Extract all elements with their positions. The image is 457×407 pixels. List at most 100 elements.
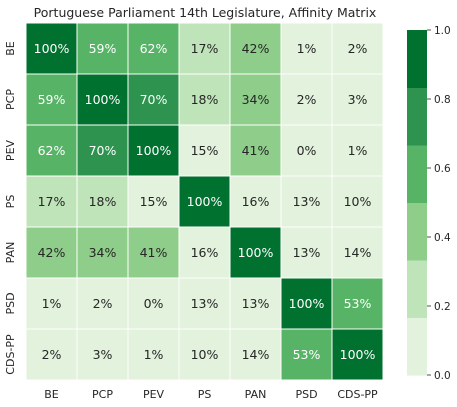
colorbar-tick-label: 1.0 (434, 25, 451, 37)
heatmap-cell (280, 22, 333, 75)
heatmap-cell (76, 124, 129, 177)
y-tick-label: PAN (4, 242, 17, 264)
heatmap-cell (178, 328, 231, 381)
colorbar: 0.0 0.2 0.4 0.6 0.8 1.0 (407, 25, 451, 382)
heatmap-cell (76, 22, 129, 75)
cell-value-label: 0% (297, 143, 317, 158)
cell-value-label: 100% (187, 194, 223, 209)
x-tick-label: PSD (295, 388, 317, 401)
colorbar-tick-label: 0.4 (434, 232, 451, 244)
y-tick-label: CDS-PP (4, 334, 17, 375)
colorbar-segment (407, 317, 427, 376)
heatmap-cell (280, 175, 333, 228)
x-tick-label: PEV (143, 388, 165, 401)
cell-value-label: 70% (140, 92, 168, 107)
heatmap-cell (331, 175, 384, 228)
heatmap-cell (76, 277, 129, 330)
cell-value-label: 13% (293, 245, 321, 260)
cell-value-label: 41% (140, 245, 168, 260)
chart-title: Portuguese Parliament 14th Legislature, … (34, 5, 377, 20)
heatmap-cell (76, 175, 129, 228)
cell-value-label: 14% (242, 347, 270, 362)
x-tick-label: PCP (92, 388, 113, 401)
y-axis-tick-labels: BE PCP PEV PS PAN PSD CDS-PP (4, 41, 17, 374)
cell-value-label: 17% (191, 41, 219, 56)
cell-value-label: 3% (93, 347, 113, 362)
cell-value-label: 2% (42, 347, 62, 362)
heatmap-cell (127, 22, 180, 75)
cell-value-label: 41% (242, 143, 270, 158)
x-tick-label: CDS-PP (337, 388, 378, 401)
colorbar-segment (407, 202, 427, 261)
cell-value-label: 34% (242, 92, 270, 107)
cell-value-label: 15% (140, 194, 168, 209)
heatmap-cell (127, 328, 180, 381)
heatmap-cell (127, 73, 180, 126)
cell-value-label: 100% (289, 296, 325, 311)
colorbar-tick-label: 0.6 (434, 163, 451, 175)
cell-value-label: 1% (42, 296, 62, 311)
colorbar-tick-label: 0.0 (434, 370, 451, 382)
heatmap-cell (25, 328, 78, 381)
heatmap-cell (280, 124, 333, 177)
cell-value-label: 16% (191, 245, 219, 260)
cell-value-label: 2% (93, 296, 113, 311)
y-tick-label: PS (4, 195, 17, 209)
cell-value-label: 53% (293, 347, 321, 362)
cell-value-label: 100% (340, 347, 376, 362)
x-tick-label: PS (198, 388, 212, 401)
colorbar-tick-label: 0.2 (434, 301, 451, 313)
cell-value-label: 16% (242, 194, 270, 209)
cell-value-label: 1% (348, 143, 368, 158)
heatmap-cell (331, 73, 384, 126)
colorbar-segment (407, 87, 427, 146)
cell-value-label: 13% (293, 194, 321, 209)
x-axis-tick-labels: BE PCP PEV PS PAN PSD CDS-PP (44, 388, 378, 401)
y-tick-label: PEV (4, 139, 17, 161)
heatmap-cell (25, 22, 78, 75)
heatmap-cell (331, 328, 384, 381)
y-tick-label: PCP (4, 89, 17, 110)
cell-value-label: 42% (38, 245, 66, 260)
heatmap-cells (25, 22, 384, 381)
x-tick-label: PAN (245, 388, 267, 401)
cell-value-label: 3% (348, 92, 368, 107)
cell-value-label: 17% (38, 194, 66, 209)
cell-value-label: 1% (297, 41, 317, 56)
cell-value-label: 53% (344, 296, 372, 311)
cell-value-label: 100% (85, 92, 121, 107)
cell-value-label: 14% (344, 245, 372, 260)
colorbar-segment (407, 30, 427, 88)
cell-value-label: 100% (136, 143, 172, 158)
heatmap-cell (25, 226, 78, 279)
cell-value-label: 59% (38, 92, 66, 107)
cell-value-label: 34% (89, 245, 117, 260)
x-tick-label: BE (44, 388, 59, 401)
heatmap-cell (229, 277, 282, 330)
cell-value-label: 62% (38, 143, 66, 158)
cell-value-label: 100% (34, 41, 70, 56)
colorbar-segment (407, 145, 427, 203)
heatmap-cell (280, 328, 333, 381)
heatmap-cell (25, 73, 78, 126)
cell-value-label: 13% (191, 296, 219, 311)
heatmap-cell (25, 175, 78, 228)
y-tick-label: PSD (4, 292, 17, 314)
cell-value-label: 13% (242, 296, 270, 311)
heatmap-cell (229, 328, 282, 381)
cell-value-label: 10% (191, 347, 219, 362)
heatmap-cell (331, 277, 384, 330)
heatmap-cell (127, 124, 180, 177)
cell-value-label: 2% (297, 92, 317, 107)
cell-value-label: 0% (144, 296, 164, 311)
y-tick-label: BE (4, 41, 17, 56)
cell-value-label: 18% (89, 194, 117, 209)
heatmap-annotations: 100% 59% 62% 17% 42% 1% 2% 59% 100% 70% 18% 34% 2% 3%… (34, 41, 376, 362)
heatmap-cell (178, 277, 231, 330)
cell-value-label: 18% (191, 92, 219, 107)
cell-value-label: 62% (140, 41, 168, 56)
cell-value-label: 59% (89, 41, 117, 56)
cell-value-label: 10% (344, 194, 372, 209)
colorbar-tick-label: 0.8 (434, 94, 451, 106)
